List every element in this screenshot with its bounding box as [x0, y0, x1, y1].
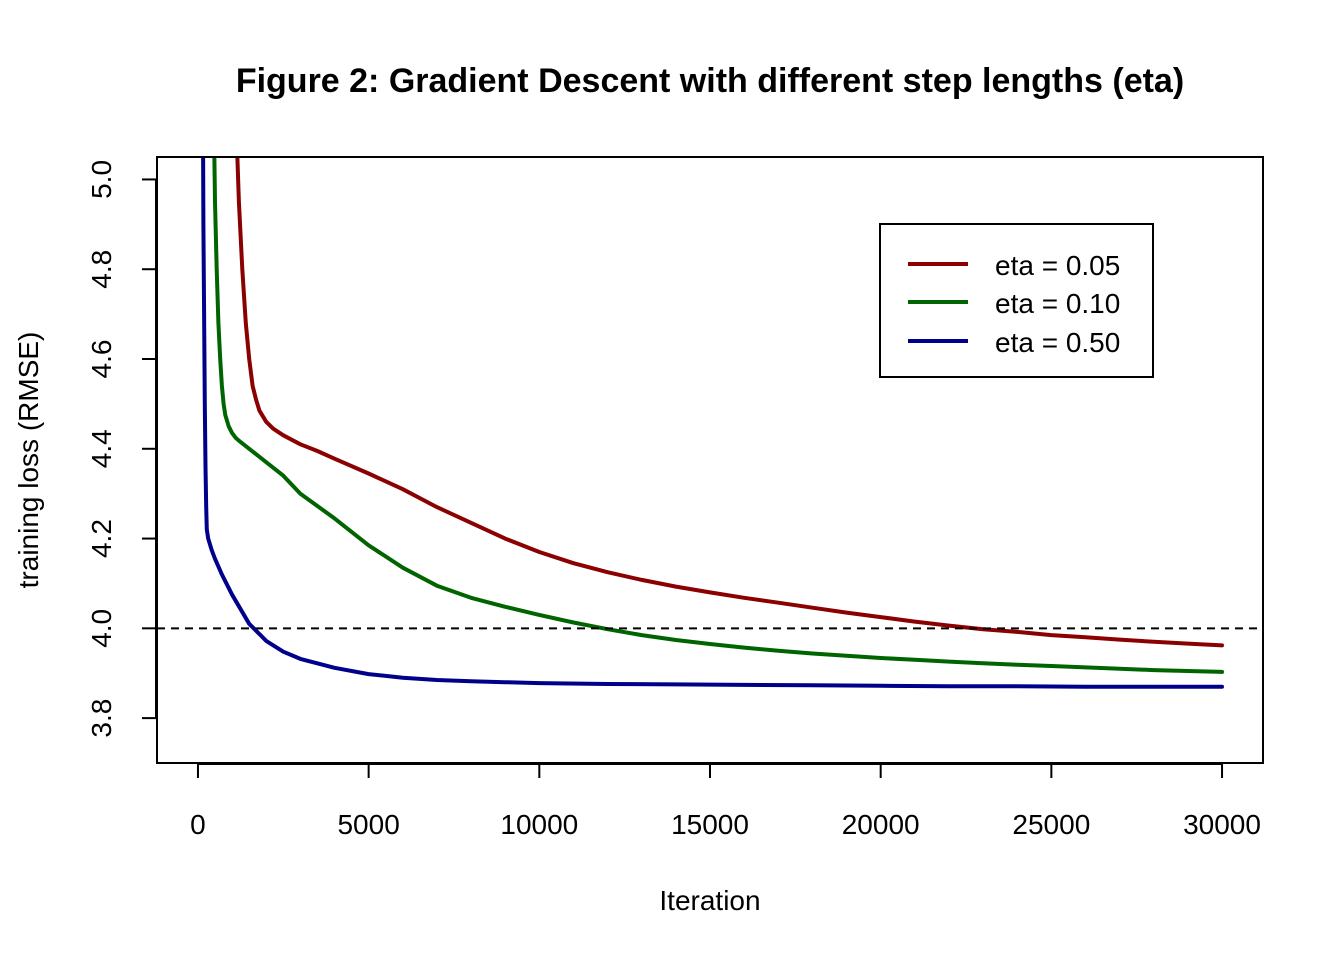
y-tick-label: 3.8: [86, 699, 117, 738]
x-tick-label: 0: [190, 809, 206, 840]
legend-label-eta-010: eta = 0.10: [995, 288, 1120, 319]
y-tick-label: 5.0: [86, 160, 117, 199]
y-tick-label: 4.6: [86, 340, 117, 379]
y-tick-label: 4.4: [86, 429, 117, 468]
x-tick-label: 20000: [842, 809, 920, 840]
chart-title: Figure 2: Gradient Descent with differen…: [236, 62, 1184, 100]
legend: eta = 0.05 eta = 0.10 eta = 0.50: [879, 223, 1154, 378]
y-tick-label: 4.8: [86, 250, 117, 289]
legend-label-eta-005: eta = 0.05: [995, 250, 1120, 281]
x-tick-label: 10000: [500, 809, 578, 840]
legend-label-eta-050: eta = 0.50: [995, 327, 1120, 358]
series-line-1: [235, 157, 1224, 648]
x-tick-label: 30000: [1183, 809, 1261, 840]
x-tick-label: 5000: [337, 809, 399, 840]
y-tick-label: 4.0: [86, 609, 117, 648]
series-layer: [201, 157, 1224, 689]
y-tick-label: 4.2: [86, 519, 117, 558]
x-tick-label: 25000: [1012, 809, 1090, 840]
x-axis-label: Iteration: [659, 885, 760, 916]
y-axis: 3.8 4.0 4.2 4.4 4.6 4.8 5.0: [86, 160, 157, 738]
y-axis-label: training loss (RMSE): [13, 332, 44, 589]
series-line-3: [201, 157, 1224, 689]
x-tick-label: 15000: [671, 809, 749, 840]
x-axis: 0 5000 10000 15000 20000 25000 30000: [190, 763, 1261, 840]
series-line-2: [212, 157, 1224, 674]
